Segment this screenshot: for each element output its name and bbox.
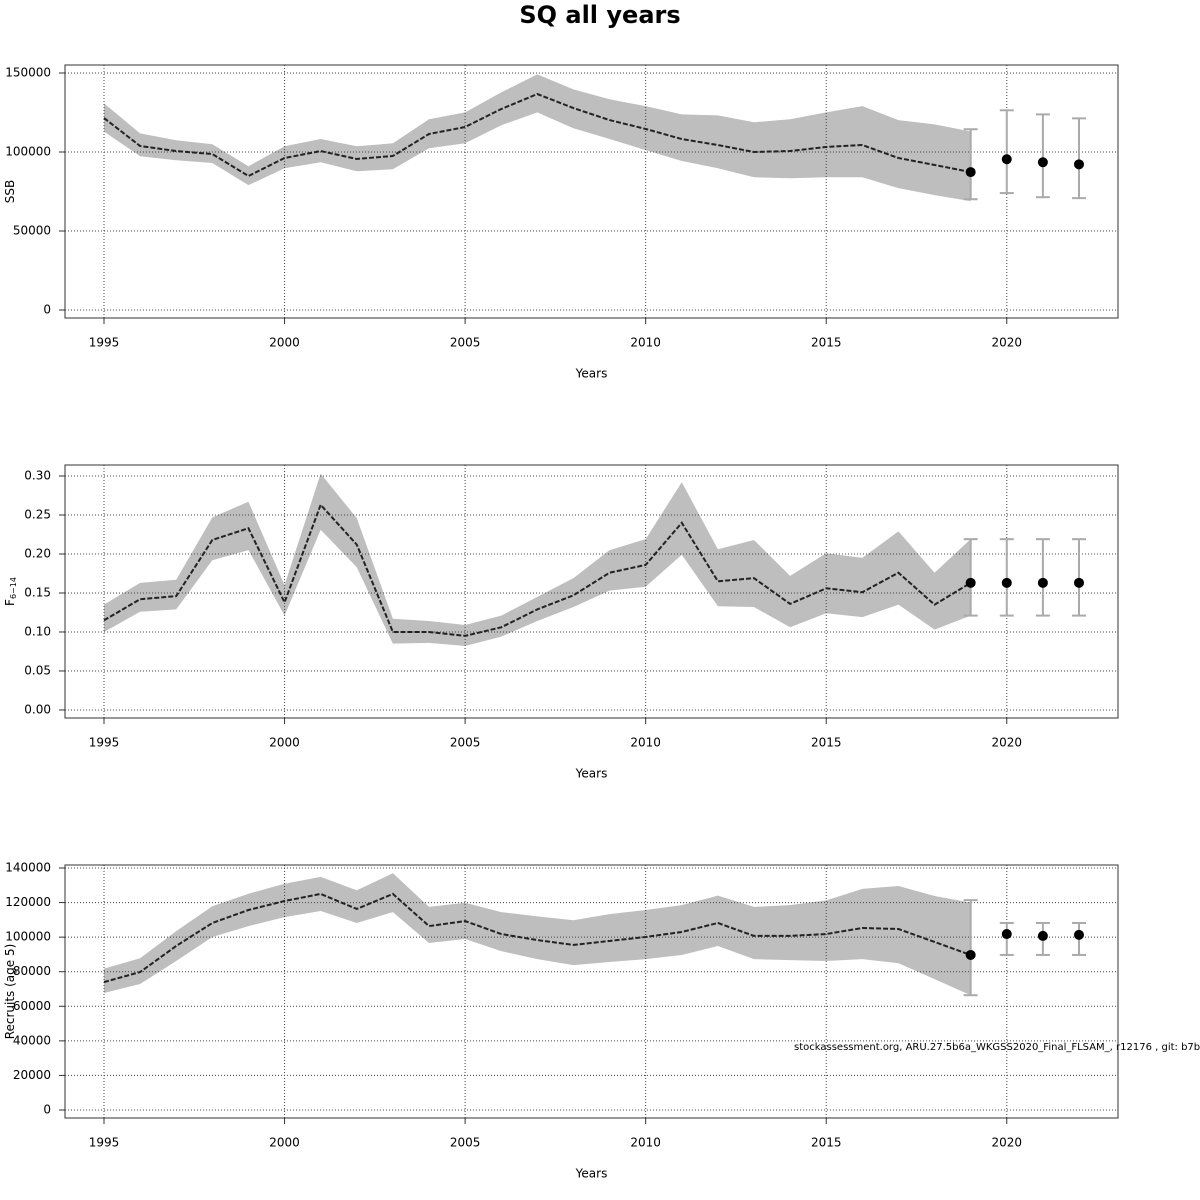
forecast-point bbox=[1001, 929, 1012, 940]
forecast-point bbox=[965, 577, 976, 588]
confidence-band bbox=[104, 873, 971, 996]
x-tick-label: 2000 bbox=[269, 336, 300, 350]
x-tick-label: 2010 bbox=[630, 736, 661, 750]
forecast-point bbox=[1037, 930, 1048, 941]
y-tick-label: 0.00 bbox=[24, 702, 51, 716]
forecast-point bbox=[1001, 577, 1012, 588]
y-tick-label: 100000 bbox=[5, 930, 51, 944]
y-axis-label-main: SSB bbox=[3, 180, 17, 203]
x-tick-label: 2015 bbox=[811, 1136, 842, 1150]
y-axis-label-sub: 6−14 bbox=[9, 577, 18, 599]
x-tick-label: 2005 bbox=[450, 1136, 481, 1150]
y-tick-label: 0.30 bbox=[24, 468, 51, 482]
estimate-line bbox=[103, 502, 972, 637]
x-tick-label: 1995 bbox=[89, 336, 120, 350]
y-tick-label: 150000 bbox=[5, 65, 51, 79]
estimate-line bbox=[103, 92, 971, 178]
y-tick-label: 0.20 bbox=[24, 546, 51, 560]
y-tick-label: 0.10 bbox=[24, 624, 51, 638]
forecast-point bbox=[965, 949, 976, 960]
y-tick-label: 80000 bbox=[13, 964, 51, 978]
forecast-point bbox=[1074, 577, 1084, 588]
y-tick-label: 0.05 bbox=[24, 663, 51, 677]
x-tick-label: 2000 bbox=[269, 1136, 300, 1150]
x-tick-label: 1995 bbox=[89, 736, 120, 750]
y-tick-label: 20000 bbox=[13, 1068, 51, 1082]
x-axis-label: Years bbox=[575, 367, 608, 381]
y-axis-label-main: F bbox=[3, 599, 17, 606]
x-tick-label: 2020 bbox=[992, 736, 1023, 750]
forecast-point bbox=[1001, 154, 1012, 165]
y-axis-label: SSB bbox=[3, 180, 17, 203]
x-tick-label: 1995 bbox=[89, 1136, 120, 1150]
x-axis-label: Years bbox=[575, 1167, 608, 1181]
y-tick-label: 0 bbox=[43, 303, 51, 317]
y-tick-label: 120000 bbox=[5, 895, 51, 909]
y-tick-label: 0.15 bbox=[24, 585, 51, 599]
forecast-point bbox=[1074, 929, 1084, 940]
y-tick-label: 50000 bbox=[13, 224, 51, 238]
x-tick-label: 2015 bbox=[811, 336, 842, 350]
x-tick-label: 2005 bbox=[450, 336, 481, 350]
y-tick-label: 0 bbox=[43, 1103, 51, 1117]
x-axis-label: Years bbox=[575, 767, 608, 781]
y-tick-label: 140000 bbox=[5, 861, 51, 875]
estimate-line bbox=[103, 892, 972, 984]
confidence-band bbox=[104, 74, 971, 202]
x-tick-label: 2005 bbox=[450, 736, 481, 750]
forecast-point bbox=[1037, 157, 1048, 168]
figure-title: SQ all years bbox=[519, 1, 680, 29]
plot-frame bbox=[64, 864, 1119, 1119]
x-tick-label: 2000 bbox=[269, 736, 300, 750]
x-tick-label: 2015 bbox=[811, 736, 842, 750]
forecast-point bbox=[1074, 159, 1084, 170]
plot-frame bbox=[64, 64, 1119, 319]
y-axis-label-main: Recruits (age 5) bbox=[3, 944, 17, 1040]
x-tick-label: 2010 bbox=[630, 1136, 661, 1150]
y-tick-label: 0.25 bbox=[24, 507, 51, 521]
plot-frame bbox=[64, 464, 1119, 719]
y-axis-label: Recruits (age 5) bbox=[3, 944, 17, 1040]
y-tick-label: 100000 bbox=[5, 144, 51, 158]
x-tick-label: 2010 bbox=[630, 336, 661, 350]
footer-note: stockassessment.org, ARU.27.5b6a_WKGSS20… bbox=[794, 1042, 1200, 1053]
y-tick-label: 60000 bbox=[13, 999, 51, 1013]
confidence-band bbox=[104, 473, 971, 647]
y-tick-label: 40000 bbox=[13, 1033, 51, 1047]
x-tick-label: 2020 bbox=[992, 1136, 1023, 1150]
x-tick-label: 2020 bbox=[992, 336, 1023, 350]
forecast-point bbox=[1037, 577, 1048, 588]
forecast-point bbox=[965, 167, 976, 178]
y-axis-label: F6−14 bbox=[3, 577, 18, 606]
